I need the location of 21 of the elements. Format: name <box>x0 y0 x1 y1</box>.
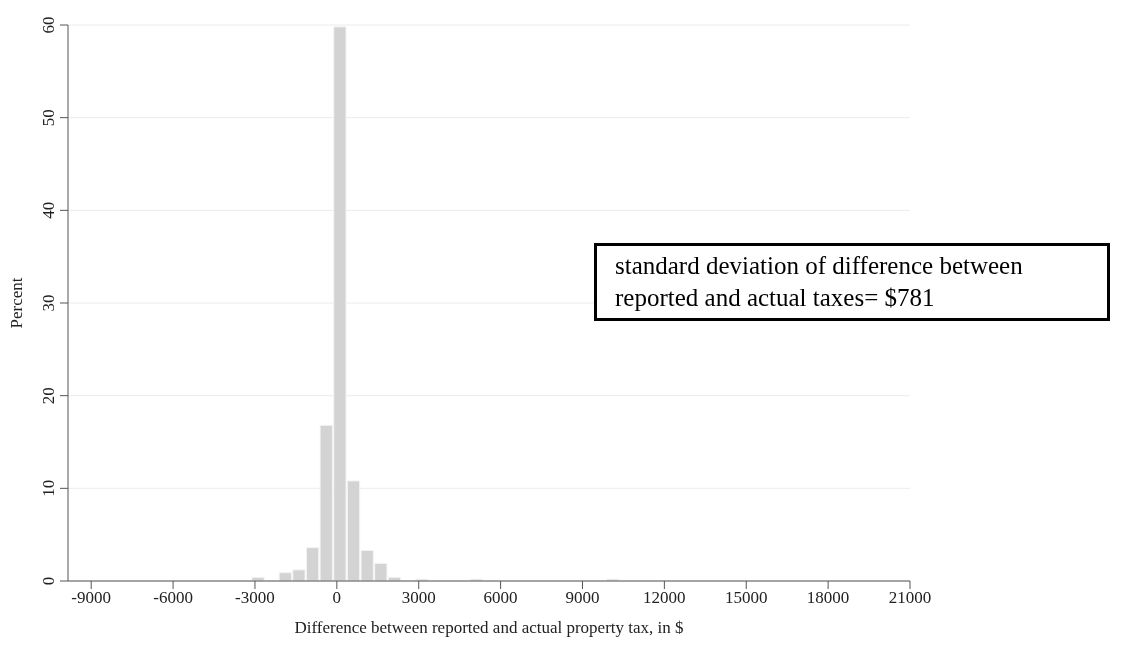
y-tick-label: 10 <box>39 479 58 497</box>
y-axis-title: Percent <box>7 277 27 329</box>
x-tick-label: 3000 <box>401 588 436 608</box>
x-tick-label: 12000 <box>643 588 686 608</box>
y-tick-label: 0 <box>39 576 58 586</box>
x-tick-label: 9000 <box>565 588 600 608</box>
x-tick-label: 15000 <box>724 588 768 608</box>
note-box: standard deviation of difference between reported and actual taxes= $781 <box>594 243 1110 321</box>
x-tick-label: -6000 <box>153 588 193 608</box>
x-tick-label: -3000 <box>235 588 275 608</box>
y-tick-label: 20 <box>39 387 58 405</box>
y-tick-label: 50 <box>39 109 58 127</box>
y-tick-label: 40 <box>39 201 58 219</box>
x-tick-label: 18000 <box>806 588 850 608</box>
x-axis-title: Difference between reported and actual property tax, in $ <box>294 618 684 637</box>
x-tick-label: -9000 <box>71 588 112 608</box>
x-tick-label: 0 <box>332 588 342 608</box>
y-tick-label: 30 <box>39 294 58 312</box>
x-tick-label: 21000 <box>888 588 932 608</box>
x-tick-label: 6000 <box>483 588 518 608</box>
y-tick-label: 60 <box>39 16 58 34</box>
